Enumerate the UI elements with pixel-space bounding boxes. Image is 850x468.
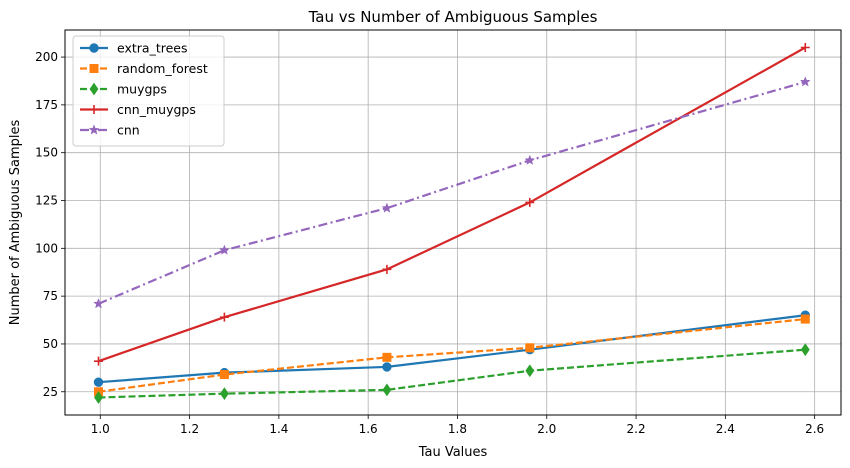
- y-tick-label: 125: [35, 194, 58, 208]
- data-point: [382, 362, 392, 372]
- series-extra_trees: [93, 310, 810, 387]
- x-tick-label: 1.8: [448, 422, 467, 436]
- series-line-cnn: [98, 80, 806, 305]
- data-point: [94, 391, 103, 404]
- y-tick-label: 75: [43, 289, 58, 303]
- data-point: [800, 343, 810, 357]
- legend-label: cnn: [117, 123, 140, 138]
- data-point: [525, 343, 535, 353]
- legend-item-extra_trees: extra_trees: [80, 41, 187, 56]
- y-tick-label: 200: [35, 50, 58, 64]
- x-axis-label: Tau Values: [418, 445, 488, 460]
- legend-label: extra_trees: [117, 41, 187, 56]
- x-tick-label: 1.2: [180, 422, 199, 436]
- data-point: [800, 314, 810, 324]
- data-point: [381, 202, 393, 213]
- legend-item-cnn: cnn: [80, 123, 140, 138]
- x-tick-label: 2.6: [805, 422, 824, 436]
- data-point: [800, 43, 810, 52]
- data-point: [525, 364, 535, 378]
- legend-marker: [88, 124, 100, 135]
- series-line-muygps: [98, 348, 806, 399]
- legend-item-random_forest: random_forest: [80, 61, 208, 76]
- series-cnn: [93, 76, 811, 309]
- legend-marker: [89, 64, 99, 73]
- y-tick-label: 50: [43, 337, 58, 351]
- legend-label: cnn_muygps: [117, 102, 196, 117]
- y-axis-label: Number of Ambiguous Samples: [8, 120, 23, 326]
- data-point: [799, 76, 811, 87]
- y-tick-label: 175: [35, 98, 58, 112]
- series-cnn_muygps: [93, 43, 810, 366]
- data-point: [382, 352, 392, 362]
- data-point: [382, 383, 392, 397]
- series-layer: [93, 43, 811, 404]
- grid-lines: [65, 30, 841, 415]
- data-point: [93, 298, 104, 309]
- legend-item-muygps: muygps: [80, 82, 167, 97]
- x-tick-label: 2.2: [627, 422, 646, 436]
- y-tick-label: 25: [43, 385, 58, 399]
- series-muygps: [94, 343, 810, 404]
- data-point: [93, 356, 103, 366]
- x-tick-label: 2.0: [537, 422, 556, 436]
- legend-marker: [89, 105, 99, 114]
- y-tick-label: 100: [35, 241, 58, 255]
- x-axis-ticks: 1.0 1.2 1.4 1.6 1.8 2.0 2.2 2.4 2.6: [91, 415, 824, 436]
- chart-title: Tau vs Number of Ambiguous Samples: [308, 8, 598, 26]
- data-point: [93, 377, 104, 387]
- data-point: [219, 370, 229, 380]
- data-point: [525, 197, 535, 207]
- legend-frame: [72, 35, 225, 147]
- x-tick-label: 2.4: [716, 422, 735, 436]
- plot-frame: [64, 29, 842, 416]
- x-tick-label: 1.6: [359, 422, 378, 436]
- x-tick-label: 1.4: [269, 422, 288, 436]
- legend-label: muygps: [117, 82, 167, 97]
- series-line-extra_trees: [98, 314, 806, 384]
- x-tick-label: 1.0: [91, 422, 110, 436]
- y-tick-label: 150: [35, 146, 58, 160]
- y-axis-ticks: 25 50 75 100 125 150 175 200: [35, 50, 65, 399]
- data-point: [219, 387, 229, 401]
- legend-marker: [89, 43, 99, 53]
- legend-item-cnn_muygps: cnn_muygps: [80, 102, 196, 117]
- legend-label: random_forest: [117, 61, 208, 76]
- data-point: [218, 244, 230, 255]
- legend-marker: [89, 82, 99, 96]
- data-point: [382, 264, 392, 274]
- data-point: [524, 154, 536, 165]
- series-random_forest: [93, 314, 810, 397]
- data-point: [219, 312, 229, 322]
